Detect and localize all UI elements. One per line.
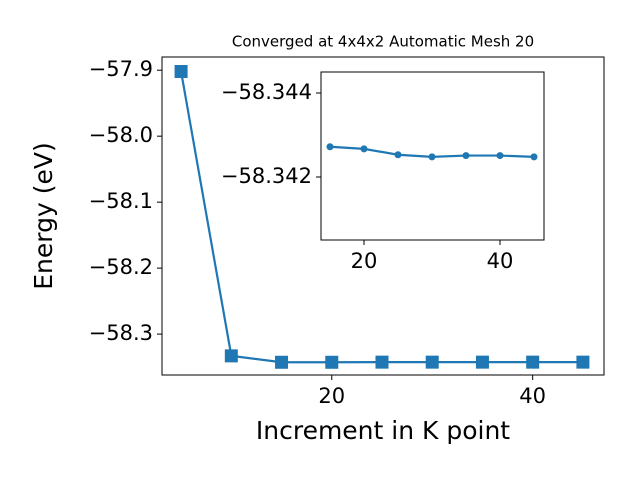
chart-title: Converged at 4x4x2 Automatic Mesh 20 <box>232 33 534 51</box>
y-tick-label: −58.344 <box>221 80 312 104</box>
data-point <box>360 145 368 153</box>
data-point <box>462 152 470 160</box>
data-point <box>375 355 389 369</box>
y-tick-label: −58.2 <box>89 255 153 279</box>
data-point <box>428 153 436 161</box>
data-point <box>530 153 538 161</box>
y-tick-label: −58.0 <box>89 123 153 147</box>
axes-frame <box>320 71 545 241</box>
data-point <box>174 65 188 79</box>
data-point <box>275 355 289 369</box>
y-tick-label: −58.3 <box>89 321 153 345</box>
data-point <box>394 151 402 159</box>
data-point <box>475 355 489 369</box>
y-tick-label: −58.1 <box>89 189 153 213</box>
data-point <box>496 152 504 160</box>
y-axis-label: Energy (eV) <box>29 142 58 289</box>
data-point <box>325 355 339 369</box>
data-point <box>224 349 238 363</box>
data-point <box>576 355 590 369</box>
data-point <box>425 355 439 369</box>
x-axis-label: Increment in K point <box>256 416 510 445</box>
y-tick-label: −57.9 <box>89 57 153 81</box>
x-tick-label: 20 <box>318 384 345 408</box>
y-tick-label: −58.342 <box>221 164 312 188</box>
data-point <box>326 143 334 151</box>
x-tick-label: 40 <box>487 249 514 273</box>
data-point <box>526 355 540 369</box>
x-tick-label: 20 <box>351 249 378 273</box>
axes-frame <box>161 56 605 376</box>
x-tick-label: 40 <box>519 384 546 408</box>
